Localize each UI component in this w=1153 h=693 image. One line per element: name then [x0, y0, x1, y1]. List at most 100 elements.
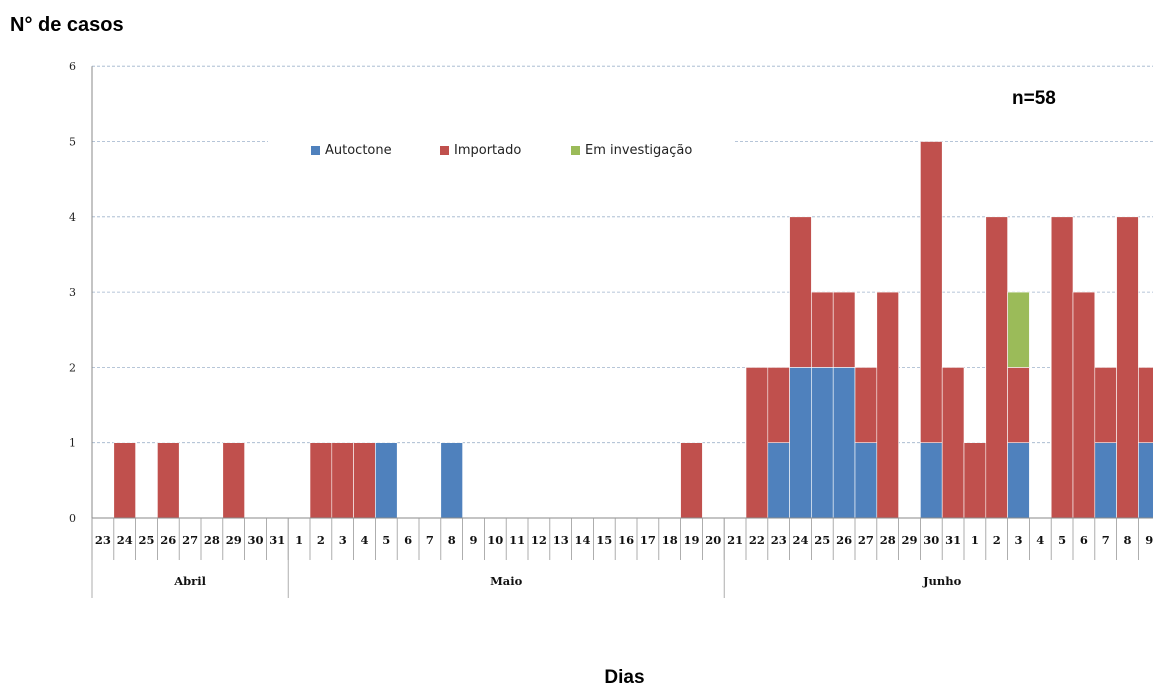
y-tick-label: 5	[69, 136, 76, 149]
bar-segment-importado	[767, 367, 790, 443]
bar-segment-autoctone	[789, 367, 812, 519]
y-axis-title: N° de casos	[10, 14, 124, 36]
bar-segment-importado	[920, 141, 943, 444]
bar-segment-importado	[309, 442, 333, 519]
x-tick-label: 2	[993, 533, 1001, 547]
legend-label-importado: Importado	[454, 143, 522, 158]
x-tick-label: 18	[662, 533, 678, 547]
x-tick-label: 16	[618, 533, 634, 547]
x-tick-label: 26	[836, 533, 852, 547]
bar-segment-importado	[789, 216, 812, 368]
x-tick-label: 27	[182, 533, 198, 547]
x-tick-label: 9	[1145, 533, 1153, 547]
legend-item-em-investigacao: Em investigação	[571, 143, 692, 158]
x-tick-label: 5	[1058, 533, 1066, 547]
legend-label-em-investigacao: Em investigação	[585, 143, 693, 158]
x-tick-label: 1	[295, 533, 303, 547]
bar-segment-importado	[745, 367, 769, 519]
x-axis-title: Dias	[604, 667, 645, 688]
x-tick-label: 31	[269, 533, 285, 547]
legend-item-importado: Importado	[440, 143, 521, 158]
x-tick-label: 28	[880, 533, 896, 547]
y-tick-label: 1	[69, 437, 76, 450]
y-tick-label: 4	[69, 211, 76, 224]
bar-segment-importado	[1050, 216, 1074, 519]
bar-segment-em-investiga-o	[1007, 291, 1030, 368]
bar-segment-importado	[222, 442, 245, 519]
x-tick-label: 2	[317, 533, 325, 547]
x-tick-label: 30	[923, 533, 939, 547]
x-tick-label: 29	[901, 533, 917, 547]
bar-segment-autoctone	[811, 367, 834, 519]
bar-segment-importado	[1094, 367, 1117, 443]
x-tick-label: 30	[247, 533, 263, 547]
bar-segment-importado	[1116, 216, 1139, 519]
bar-segment-autoctone	[375, 442, 398, 519]
x-tick-label: 31	[945, 533, 961, 547]
y-tick-label: 2	[69, 361, 76, 374]
legend-item-autoctone: Autoctone	[311, 143, 392, 158]
y-tick-label: 0	[69, 512, 76, 525]
bar-segment-importado	[1138, 367, 1153, 443]
x-tick-label: 19	[683, 533, 699, 547]
x-tick-label: 3	[1014, 533, 1022, 547]
legend-swatch-em-investigacao	[571, 146, 580, 155]
x-tick-label: 5	[382, 533, 390, 547]
bar-segment-autoctone	[1138, 442, 1153, 519]
x-tick-label: 15	[596, 533, 612, 547]
bar-segment-importado	[832, 291, 856, 368]
y-tick-label: 6	[69, 60, 76, 73]
bar-segment-importado	[963, 442, 987, 519]
x-tick-label: 12	[531, 533, 547, 547]
bar-segment-importado	[680, 442, 703, 519]
x-tick-label: 28	[204, 533, 220, 547]
legend-label-autoctone: Autoctone	[325, 143, 392, 158]
bar-segment-autoctone	[767, 442, 790, 519]
x-tick-label: 23	[95, 533, 111, 547]
x-tick-label: 1	[971, 533, 979, 547]
bar-segment-importado	[157, 442, 180, 519]
x-tick-label: 27	[858, 533, 874, 547]
x-tick-label: 23	[771, 533, 787, 547]
x-tick-label: 6	[404, 533, 412, 547]
bar-segment-autoctone	[1007, 442, 1030, 519]
x-tick-label: 11	[509, 533, 525, 547]
x-tick-label: 6	[1080, 533, 1088, 547]
bar-segment-importado	[811, 291, 834, 368]
bar-segment-autoctone	[1094, 442, 1117, 519]
bar-segment-importado	[876, 291, 899, 519]
x-tick-label: 21	[727, 533, 743, 547]
bar-segment-importado	[113, 442, 136, 519]
x-tick-label: 10	[487, 533, 503, 547]
x-tick-label: 20	[705, 533, 721, 547]
x-tick-label: 13	[553, 533, 569, 547]
x-tick-label: 8	[1123, 533, 1131, 547]
bar-segment-importado	[854, 367, 878, 443]
bar-segment-autoctone	[440, 442, 463, 519]
month-label: Maio	[490, 574, 523, 588]
x-tick-label: 25	[814, 533, 830, 547]
bar-segment-autoctone	[854, 442, 878, 519]
x-tick-label: 7	[426, 533, 434, 547]
x-tick-label: 4	[1036, 533, 1044, 547]
month-label: Abril	[173, 574, 206, 588]
legend-swatch-importado	[440, 146, 449, 155]
x-tick-label: 7	[1102, 533, 1110, 547]
x-tick-label: 14	[574, 533, 590, 547]
bar-segment-importado	[331, 442, 354, 519]
x-tick-label: 4	[360, 533, 368, 547]
x-tick-label: 8	[448, 533, 456, 547]
x-tick-label: 24	[117, 533, 133, 547]
x-tick-label: 26	[160, 533, 176, 547]
x-tick-label: 17	[640, 533, 656, 547]
x-tick-label: 29	[226, 533, 242, 547]
bar-segment-importado	[353, 442, 376, 519]
x-tick-label: 9	[469, 533, 477, 547]
y-tick-label: 3	[69, 286, 76, 299]
bar-segment-autoctone	[920, 442, 943, 519]
month-label: Junho	[922, 574, 962, 588]
x-tick-label: 25	[138, 533, 154, 547]
total-count-annotation: n=58	[1012, 88, 1056, 109]
legend-swatch-autoctone	[311, 146, 320, 155]
